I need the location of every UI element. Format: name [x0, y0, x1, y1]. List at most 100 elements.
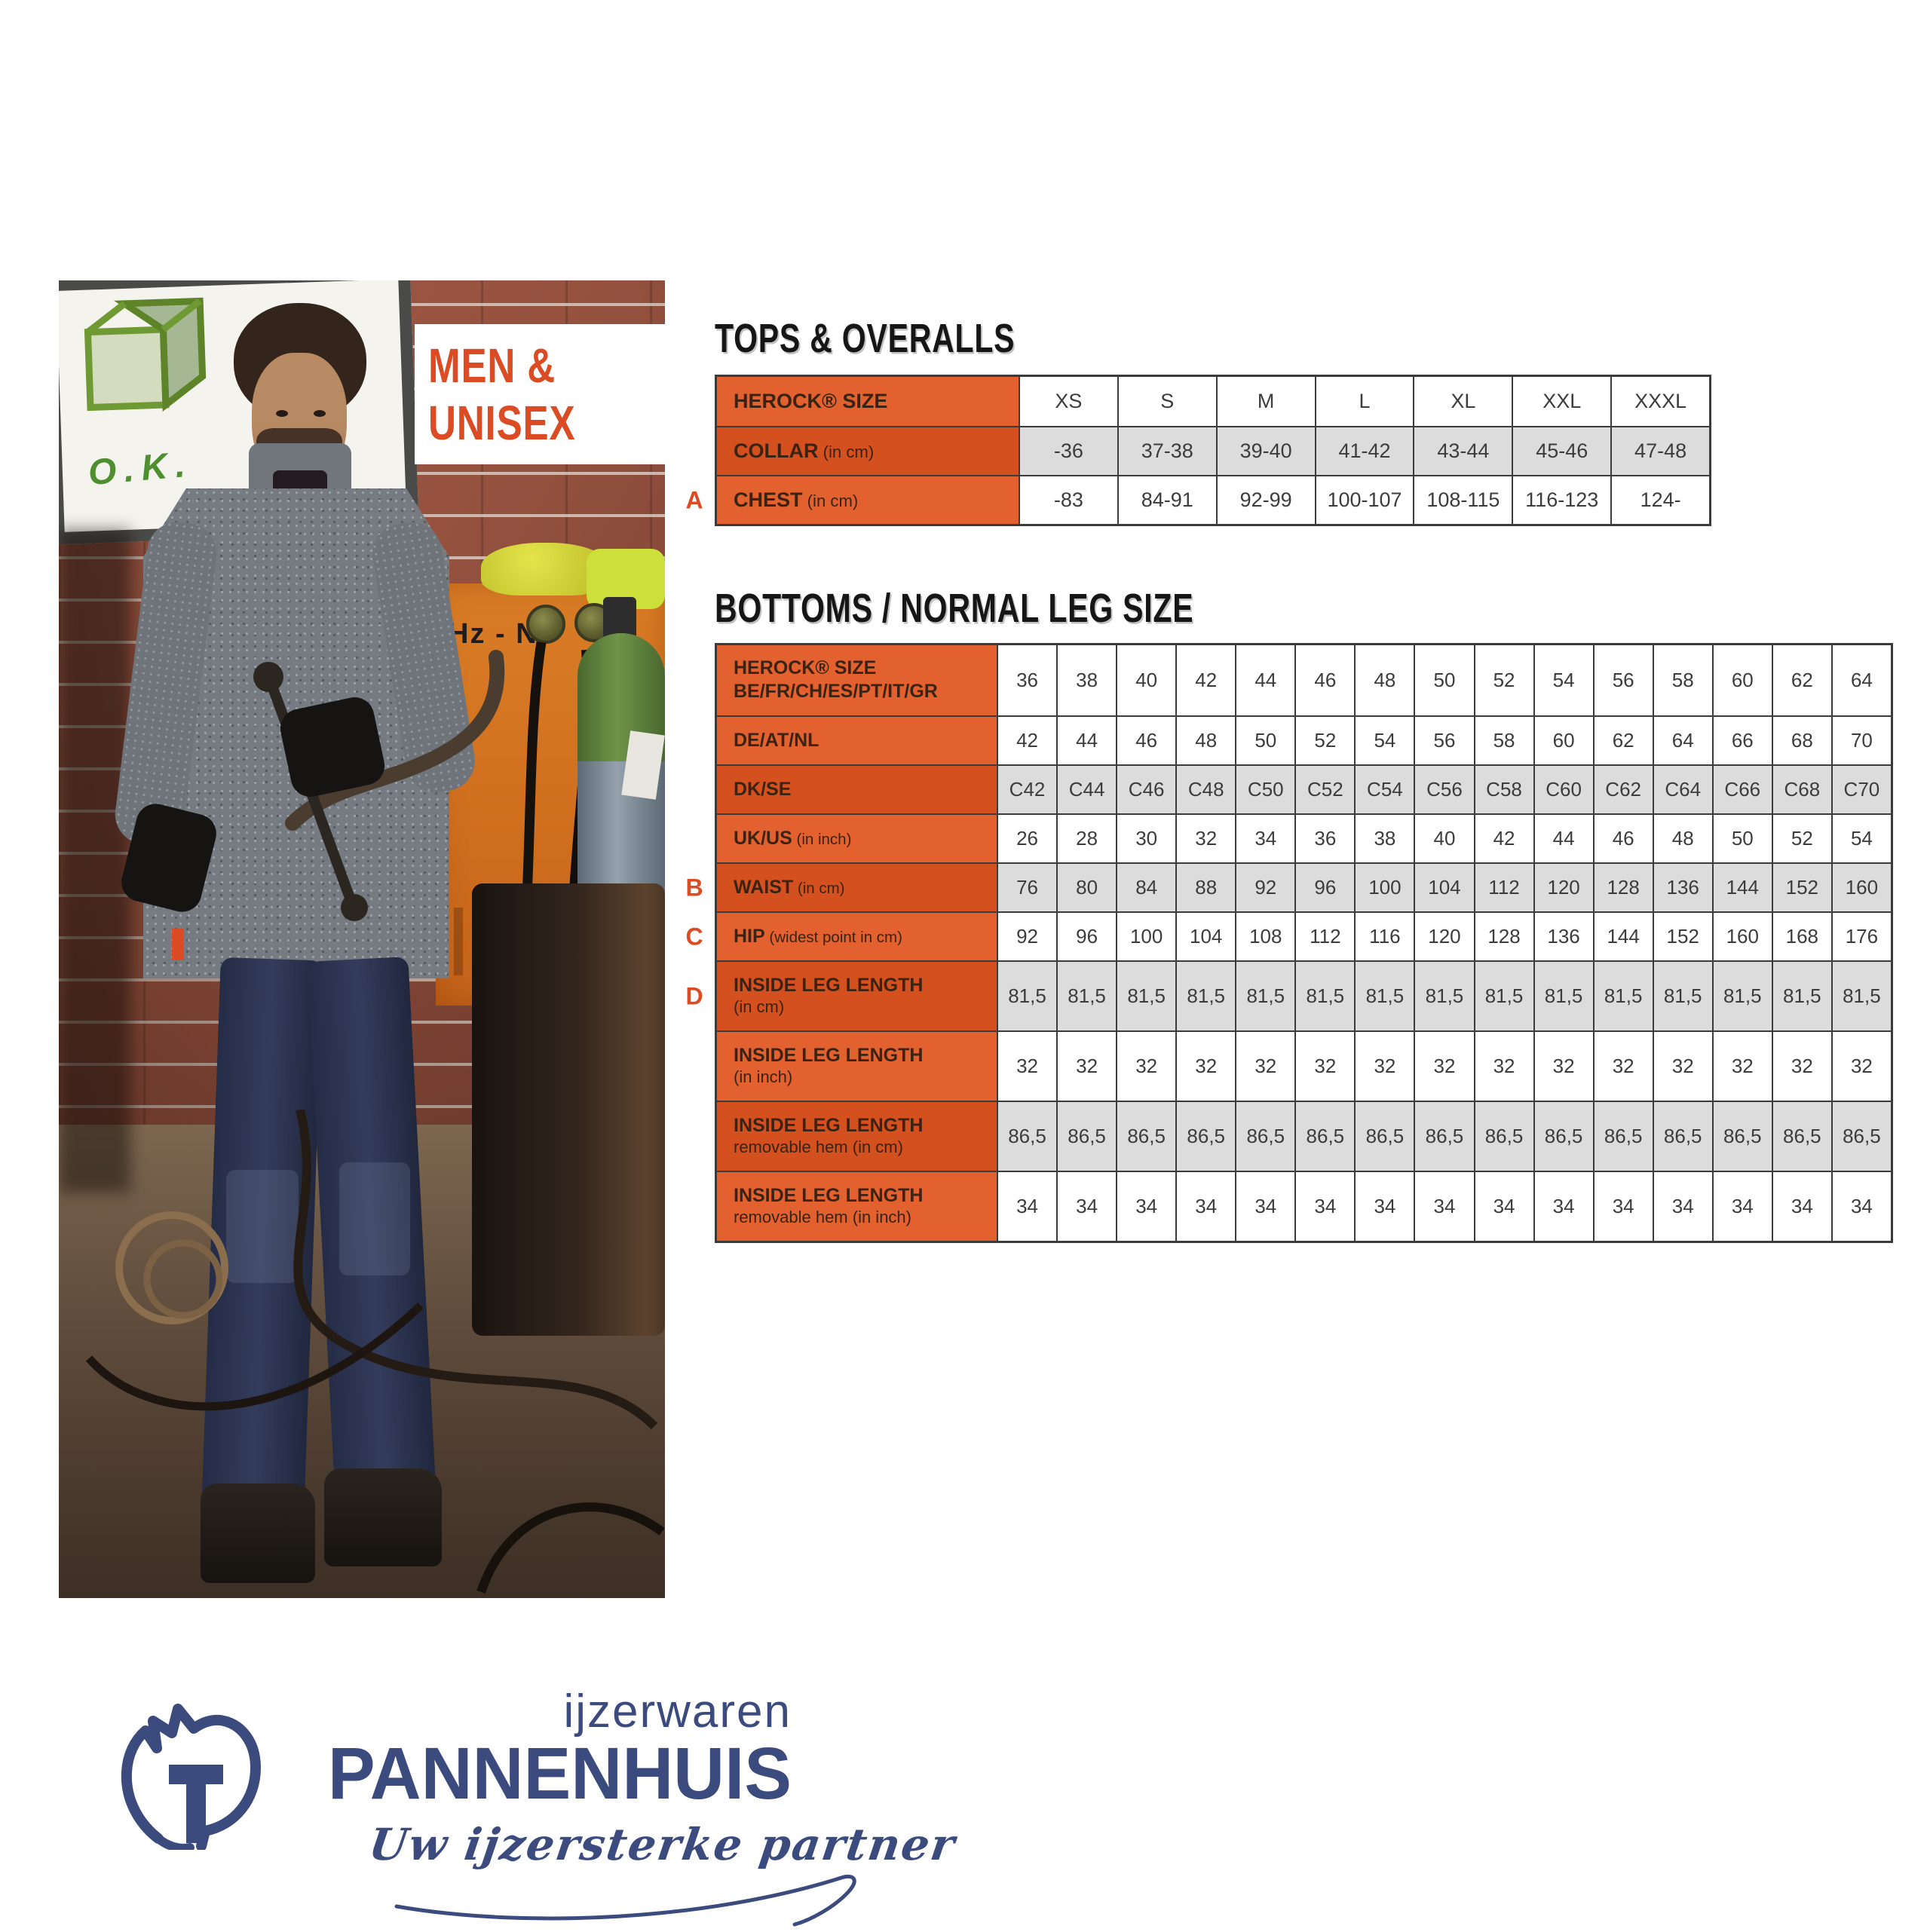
worker-eye: [276, 410, 288, 417]
size-cell: XXL: [1512, 377, 1611, 426]
table-row: COLLAR (in cm) -36 37-38 39-40 41-42 43-44 45-…: [717, 426, 1710, 475]
size-cell: 86,5: [1235, 1102, 1295, 1171]
row-label-note: (in inch): [792, 831, 852, 849]
logo-line-pannenhuis: PANNENHUIS: [327, 1732, 792, 1814]
size-cell: C52: [1294, 766, 1355, 813]
row-label-line2: BE/FR/CH/ES/PT/IT/GR: [734, 680, 938, 702]
size-cell: 32: [997, 1032, 1057, 1101]
size-cell: 42: [1175, 645, 1236, 715]
row-label: HIP (widest point in cm): [717, 913, 997, 960]
size-cell: 120: [1414, 913, 1474, 960]
size-cell: 100: [1116, 913, 1176, 960]
size-cell: C58: [1473, 766, 1533, 813]
size-cell: 66: [1711, 717, 1772, 764]
size-cell: 81,5: [1473, 962, 1533, 1030]
size-cell: 96: [1056, 913, 1117, 960]
size-cell: 81,5: [1116, 962, 1176, 1030]
row-label: INSIDE LEG LENGTH removable hem (in inch): [717, 1172, 997, 1241]
size-cell: 68: [1771, 717, 1831, 764]
size-cell: 62: [1771, 645, 1831, 715]
size-cell: 56: [1592, 645, 1653, 715]
size-cell: 108: [1235, 913, 1295, 960]
table-row: D INSIDE LEG LENGTH (in cm) 81,5 81,5 81,5 81,…: [685, 960, 1891, 1030]
row-label: INSIDE LEG LENGTH (in inch): [717, 1032, 997, 1101]
size-cell: C70: [1830, 766, 1891, 813]
size-cell: 81,5: [1533, 962, 1593, 1030]
bottoms-title: BOTTOMS / NORMAL LEG SIZE: [715, 586, 1194, 631]
size-cell: 32: [1175, 1032, 1236, 1101]
size-cell: 52: [1294, 717, 1355, 764]
size-cell: 50: [1235, 717, 1295, 764]
size-cell: 144: [1711, 864, 1772, 911]
row-label: HEROCK® SIZE BE/FR/CH/ES/PT/IT/GR: [717, 645, 997, 715]
size-cell: 81,5: [1652, 962, 1712, 1030]
size-cell: 86,5: [1533, 1102, 1593, 1171]
size-cell: XXXL: [1610, 377, 1710, 426]
size-cell: 30: [1116, 815, 1176, 862]
row-label: DK/SE: [717, 766, 997, 813]
row-label-line2: removable hem (in cm): [734, 1137, 903, 1156]
size-cell: 81,5: [1175, 962, 1236, 1030]
size-cell: 86,5: [1175, 1102, 1236, 1171]
size-cell: 28: [1056, 815, 1117, 862]
size-cell: 42: [1473, 815, 1533, 862]
size-cell: 86,5: [1652, 1102, 1712, 1171]
size-cell: 160: [1711, 913, 1772, 960]
pressure-gauge: [526, 605, 565, 644]
row-label-note: (in cm): [818, 442, 875, 461]
size-cell: 76: [997, 864, 1057, 911]
size-cell: 168: [1771, 913, 1831, 960]
table-row: B WAIST (in cm) 76 80 84 88 92 96 100 104 112 120 12…: [685, 862, 1891, 911]
size-cell: 32: [1116, 1032, 1176, 1101]
row-label-text: INSIDE LEG LENGTH: [734, 1184, 924, 1206]
size-cell: 86,5: [1056, 1102, 1117, 1171]
size-cell: C64: [1652, 766, 1712, 813]
size-cell: C54: [1354, 766, 1414, 813]
row-label: HEROCK® SIZE: [717, 377, 1019, 426]
size-cell: 56: [1414, 717, 1474, 764]
size-cell: C48: [1175, 766, 1236, 813]
size-cell: 58: [1473, 717, 1533, 764]
row-label-text: INSIDE LEG LENGTH: [734, 1114, 924, 1136]
size-cell: 60: [1533, 717, 1593, 764]
size-cell: 92-99: [1215, 476, 1315, 524]
row-label-line2: removable hem (in inch): [734, 1207, 911, 1226]
size-cell: 32: [1235, 1032, 1295, 1101]
size-cell: 52: [1473, 645, 1533, 715]
size-cell: 54: [1354, 717, 1414, 764]
size-cell: 40: [1414, 815, 1474, 862]
size-cell: 81,5: [1771, 962, 1831, 1030]
size-cell: 86,5: [1414, 1102, 1474, 1171]
badge-line-1: MEN &: [428, 338, 556, 393]
row-label: INSIDE LEG LENGTH removable hem (in cm): [717, 1102, 997, 1171]
size-cell: 60: [1711, 645, 1772, 715]
badge-line-2: UNISEX: [428, 396, 576, 450]
size-cell: 48: [1175, 717, 1236, 764]
size-cell: 32: [1592, 1032, 1653, 1101]
size-cell: 34: [1175, 1172, 1236, 1241]
men-unisex-badge: MEN & UNISEX: [415, 324, 665, 464]
size-cell: 32: [1473, 1032, 1533, 1101]
size-cell: 116-123: [1512, 476, 1611, 524]
size-cell: 34: [1830, 1172, 1891, 1241]
size-cell: 34: [1652, 1172, 1712, 1241]
row-marker-a: A: [685, 486, 703, 513]
size-cell: C68: [1771, 766, 1831, 813]
size-cell: 46: [1116, 717, 1176, 764]
herock-waist-tag: [172, 929, 184, 960]
size-cell: 152: [1652, 913, 1712, 960]
size-cell: 64: [1652, 717, 1712, 764]
size-cell: C50: [1235, 766, 1295, 813]
table-row: INSIDE LEG LENGTH removable hem (in inch)…: [717, 1171, 1891, 1241]
safety-boot: [201, 1483, 315, 1583]
size-cell: 32: [1652, 1032, 1712, 1101]
row-label-text: WAIST: [734, 877, 794, 899]
size-cell: 152: [1771, 864, 1831, 911]
size-cell: 32: [1294, 1032, 1355, 1101]
size-cell: 84-91: [1117, 476, 1216, 524]
size-cell: 34: [1116, 1172, 1176, 1241]
size-cell: -36: [1019, 427, 1117, 475]
size-cell: 128: [1473, 913, 1533, 960]
row-marker-b: B: [685, 874, 703, 901]
size-cell: C46: [1116, 766, 1176, 813]
